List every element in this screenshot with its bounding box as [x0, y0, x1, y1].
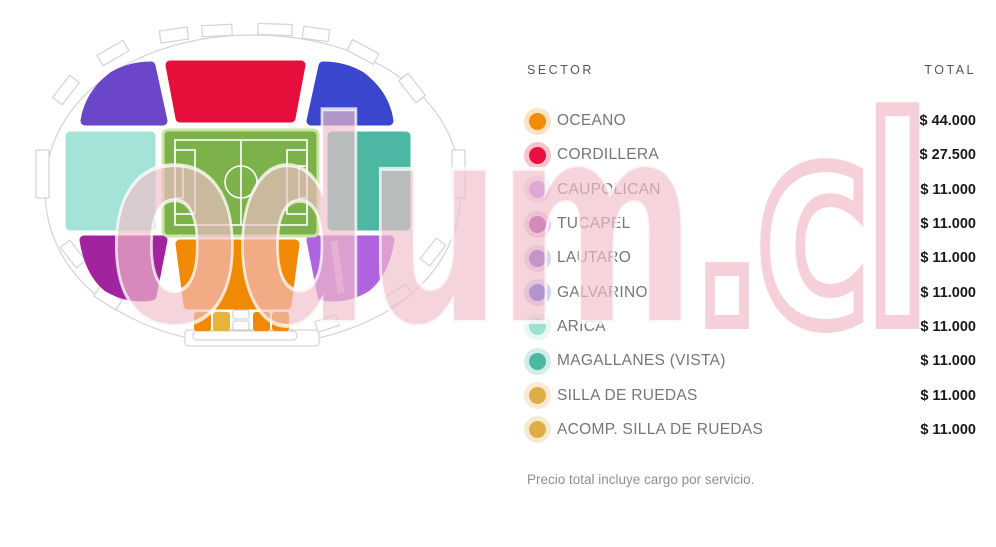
table-row: ACOMP. SILLA DE RUEDAS $ 11.000 — [527, 413, 976, 447]
sector-name: ACOMP. SILLA DE RUEDAS — [557, 420, 764, 438]
sector-name: MAGALLANES (VISTA) — [557, 352, 726, 370]
stadium-svg — [35, 22, 466, 347]
front-block-oceano-3[interactable] — [272, 312, 289, 331]
section-arica[interactable] — [65, 131, 156, 231]
sector-color-dot — [529, 215, 546, 233]
center-block-bottom — [232, 320, 250, 331]
service-charge-note: Precio total incluye cargo por servicio. — [527, 472, 755, 487]
sector-name: CAUPOLICAN — [557, 180, 661, 198]
front-blocks — [192, 309, 298, 341]
front-block-wheelchair[interactable] — [213, 312, 230, 331]
sector-table-rows: OCEANO $ 44.000 CORDILLERA $ 27.500 CAUP… — [527, 104, 976, 447]
section-galvarino[interactable] — [306, 61, 394, 126]
sector-name: ARICA — [557, 317, 606, 335]
sector-price: $ 11.000 — [920, 216, 976, 233]
front-block-oceano-2[interactable] — [253, 312, 270, 331]
sector-price: $ 11.000 — [920, 387, 976, 404]
pitch-lines — [174, 139, 308, 226]
section-cordillera[interactable] — [165, 60, 306, 123]
sector-name: CORDILLERA — [557, 146, 660, 164]
section-oceano[interactable] — [175, 239, 300, 310]
sector-price-table: SECTOR TOTAL OCEANO $ 44.000 CORDILLERA … — [527, 63, 976, 447]
table-row: CORDILLERA $ 27.500 — [527, 138, 976, 172]
sector-color-dot — [529, 318, 546, 336]
stadium-map — [0, 0, 500, 400]
stage-bar — [192, 330, 298, 341]
front-block-oceano-1[interactable] — [194, 312, 211, 331]
sector-name: LAUTARO — [557, 249, 632, 267]
sector-price: $ 11.000 — [920, 353, 976, 370]
sector-price: $ 11.000 — [920, 284, 976, 301]
column-header-total: TOTAL — [924, 63, 976, 77]
football-pitch — [161, 128, 320, 238]
sector-price: $ 11.000 — [920, 181, 976, 198]
sector-price: $ 11.000 — [920, 250, 976, 267]
table-row: ARICA $ 11.000 — [527, 310, 976, 344]
sector-color-dot — [529, 112, 546, 130]
sector-name: TUCAPEL — [557, 215, 631, 233]
sector-color-dot — [529, 421, 546, 439]
sector-name: GALVARINO — [557, 283, 648, 301]
section-magallanes[interactable] — [327, 131, 411, 231]
table-row: OCEANO $ 44.000 — [527, 104, 976, 138]
table-row: CAUPOLICAN $ 11.000 — [527, 173, 976, 207]
center-block-top — [232, 309, 250, 320]
table-row: MAGALLANES (VISTA) $ 11.000 — [527, 344, 976, 378]
sector-name: SILLA DE RUEDAS — [557, 386, 698, 404]
table-row: LAUTARO $ 11.000 — [527, 241, 976, 275]
sector-name: OCEANO — [557, 112, 626, 130]
sector-color-dot — [529, 181, 546, 199]
section-tucapel[interactable] — [79, 235, 168, 302]
table-row: TUCAPEL $ 11.000 — [527, 207, 976, 241]
table-header: SECTOR TOTAL — [527, 63, 976, 77]
sector-color-dot — [529, 249, 546, 267]
table-row: GALVARINO $ 11.000 — [527, 275, 976, 309]
sector-color-dot — [529, 352, 546, 370]
sector-price: $ 44.000 — [919, 113, 976, 130]
sector-color-dot — [529, 284, 546, 302]
section-lautaro[interactable] — [80, 61, 168, 126]
caupolican-aisle — [330, 240, 345, 294]
sector-price: $ 27.500 — [919, 147, 976, 164]
sector-price: $ 11.000 — [920, 421, 976, 438]
table-row: SILLA DE RUEDAS $ 11.000 — [527, 378, 976, 412]
sector-color-dot — [529, 146, 546, 164]
column-header-sector: SECTOR — [527, 63, 594, 77]
sector-color-dot — [529, 387, 546, 405]
sector-price: $ 11.000 — [920, 318, 976, 335]
section-caupolican[interactable] — [306, 235, 395, 302]
